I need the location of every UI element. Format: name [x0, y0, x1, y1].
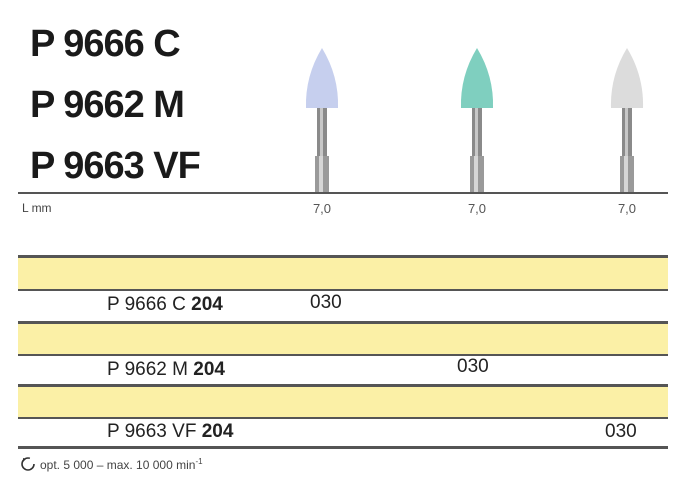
length-value-1: 7,0	[312, 201, 332, 216]
bur-image-vf	[610, 48, 644, 194]
bur-head	[305, 48, 339, 108]
table-band	[18, 324, 668, 354]
bur-head	[610, 48, 644, 108]
speed-note-text: opt. 5 000 – max. 10 000 min	[40, 457, 196, 472]
table-row-size: 030	[310, 292, 342, 313]
speed-note: opt. 5 000 – max. 10 000 min-1	[20, 456, 203, 472]
table-rule	[18, 289, 668, 291]
product-title-2: P 9662 M	[30, 84, 185, 126]
length-value-3: 7,0	[617, 201, 637, 216]
table-rule	[18, 384, 668, 387]
table-row-code: P 9666 C 204	[107, 294, 223, 315]
bur-head	[460, 48, 494, 108]
table-band	[18, 387, 668, 417]
bur-image-c	[305, 48, 339, 194]
speed-note-unit-exponent: -1	[195, 456, 203, 466]
table-band	[18, 258, 668, 289]
length-value-2: 7,0	[467, 201, 487, 216]
bur-image-m	[460, 48, 494, 194]
table-rule	[18, 321, 668, 324]
product-title-1: P 9666 C	[30, 23, 181, 65]
table-rule	[18, 446, 668, 449]
table-rule	[18, 417, 668, 419]
table-row-size: 030	[605, 421, 637, 442]
length-label: L mm	[22, 201, 52, 215]
table-rule	[18, 255, 668, 258]
product-title-3: P 9663 VF	[30, 145, 201, 187]
table-row-size: 030	[457, 356, 489, 377]
table-row-code: P 9662 M 204	[107, 359, 225, 380]
rotation-speed-icon	[21, 457, 35, 471]
length-rule	[18, 192, 668, 194]
table-row-code: P 9663 VF 204	[107, 421, 234, 442]
table-rule	[18, 354, 668, 356]
